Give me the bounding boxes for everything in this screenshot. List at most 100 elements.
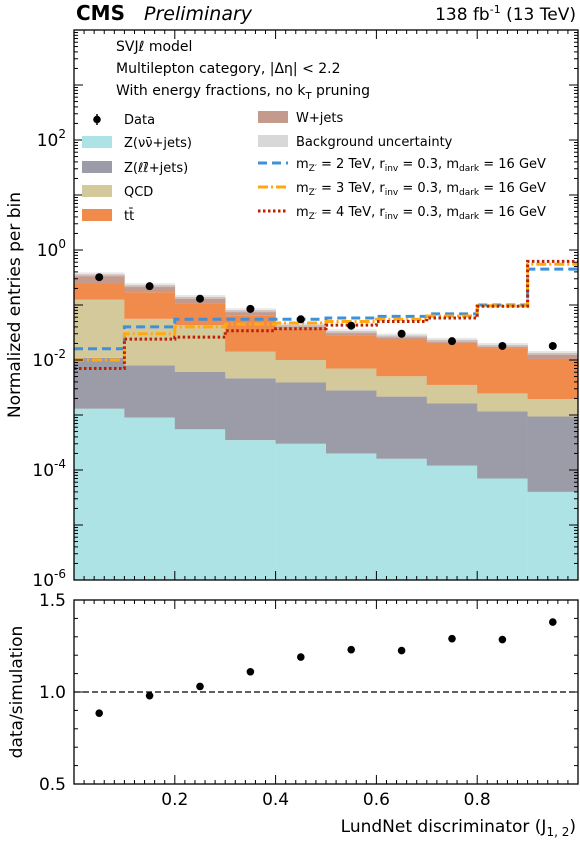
bar-wjets-bin-10 xyxy=(527,352,578,359)
ratio-panel: 0.5 1.0 1.5 0.2 0.4 0.6 0.8 data/simulation L… xyxy=(7,591,579,839)
bar-ttbar-bin-1 xyxy=(74,283,125,300)
ratio-point-1 xyxy=(95,709,103,717)
svg-text:QCD: QCD xyxy=(124,185,153,200)
bar-znunu-bin-2 xyxy=(124,417,176,580)
bar-zll-bin-7 xyxy=(376,396,428,459)
top-y-ticks: 10-6 10-4 10-2 100 102 xyxy=(32,32,578,591)
ratio-point-7 xyxy=(397,646,406,655)
top-y-tick-label-4: 100 xyxy=(37,237,66,261)
ratio-points xyxy=(95,618,557,717)
bar-znunu-bin-4 xyxy=(225,440,276,580)
data-point-5 xyxy=(296,315,305,324)
bar-znunu-bin-10 xyxy=(527,491,578,580)
ratio-y-tick-label-3: 1.5 xyxy=(39,591,66,611)
top-y-tick-label-3: 10-2 xyxy=(32,347,66,371)
top-y-axis-label: Normalized entries per bin xyxy=(5,192,25,418)
ratio-point-8 xyxy=(448,634,456,643)
svg-text:Z(νν̄+jets): Z(νν̄+jets) xyxy=(124,136,192,151)
bar-qcd-bin-5 xyxy=(275,360,327,383)
bar-znunu-bin-7 xyxy=(376,458,428,580)
bar-zll-bin-2 xyxy=(124,365,176,418)
bar-ttbar-bin-8 xyxy=(426,342,478,385)
data-point-6 xyxy=(347,321,356,330)
annotation-category: Multilepton category, |Δη| < 2.2 xyxy=(116,61,341,77)
uncertainty-bin-10 xyxy=(527,350,578,355)
bar-ttbar-bin-5 xyxy=(275,328,327,360)
svg-text:Data: Data xyxy=(124,113,155,128)
data-point-10 xyxy=(548,341,557,350)
x-tick-label-3: 0.6 xyxy=(363,790,390,810)
legend-data: Data xyxy=(93,113,155,128)
cms-label: CMS xyxy=(76,1,125,25)
data-point-3 xyxy=(196,294,204,303)
legend: Data Z(νν̄+jets) Z(ℓℓ̄+jets) QCD tt̄ W xyxy=(82,111,546,224)
data-point-8 xyxy=(448,337,456,346)
top-x-ticks xyxy=(83,30,569,580)
bar-ttbar-bin-4 xyxy=(225,315,276,352)
bar-qcd-bin-9 xyxy=(477,393,528,412)
bar-znunu-bin-3 xyxy=(174,429,226,580)
ratio-y-ticks: 0.5 1.0 1.5 xyxy=(39,591,578,795)
bar-wjets-bin-6 xyxy=(326,331,377,336)
bar-ttbar-bin-2 xyxy=(124,292,176,319)
bar-zll-bin-5 xyxy=(275,382,327,444)
svg-text:mZ′ = 2 TeV, rinv = 0.3, mdark: mZ′ = 2 TeV, rinv = 0.3, mdark = 16 GeV xyxy=(296,157,546,174)
x-tick-label-2: 0.4 xyxy=(262,790,289,810)
legend-zll: Z(ℓℓ̄+jets) xyxy=(82,161,188,176)
bar-znunu-bin-6 xyxy=(326,453,377,580)
data-point-4 xyxy=(246,304,255,313)
legend-sig2: mZ′ = 2 TeV, rinv = 0.3, mdark = 16 GeV xyxy=(258,157,546,174)
legend-wjets: W+jets xyxy=(258,111,343,126)
data-points xyxy=(95,273,557,350)
signal-line-sig4 xyxy=(74,259,578,371)
bar-qcd-bin-4 xyxy=(225,351,276,379)
data-point-7 xyxy=(397,329,406,338)
bar-znunu-bin-8 xyxy=(426,465,478,580)
data-point-9 xyxy=(498,341,507,350)
top-y-tick-label-2: 10-4 xyxy=(32,457,66,481)
background-stack xyxy=(74,272,578,580)
x-tick-label-1: 0.2 xyxy=(161,790,188,810)
ratio-y-axis-label: data/simulation xyxy=(7,626,27,759)
top-y-tick-label-5: 102 xyxy=(37,127,66,151)
legend-sig3: mZ′ = 3 TeV, rinv = 0.3, mdark = 16 GeV xyxy=(258,181,546,198)
legend-znunu: Z(νν̄+jets) xyxy=(82,136,192,151)
bar-ttbar-bin-9 xyxy=(477,348,528,394)
ratio-point-5 xyxy=(297,653,305,661)
bar-qcd-bin-8 xyxy=(426,384,478,404)
svg-text:Background uncertainty: Background uncertainty xyxy=(296,135,453,150)
ratio-point-9 xyxy=(498,635,507,644)
annotation-model: SVJℓ model xyxy=(116,39,192,55)
x-axis-label: LundNet discriminator (J1, 2) xyxy=(341,817,576,839)
data-point-1 xyxy=(95,273,104,282)
svg-text:mZ′ = 3 TeV, rinv = 0.3, mdark: mZ′ = 3 TeV, rinv = 0.3, mdark = 16 GeV xyxy=(296,181,546,198)
ratio-point-2 xyxy=(145,691,154,700)
preliminary-label: Preliminary xyxy=(144,3,253,25)
annotation-energy-fractions: With energy fractions, no kT pruning xyxy=(116,83,370,102)
legend-unc: Background uncertainty xyxy=(258,135,453,150)
bar-znunu-bin-9 xyxy=(477,478,528,580)
data-point-2 xyxy=(145,282,154,291)
svg-text:mZ′ = 4 TeV, rinv = 0.3, mdark: mZ′ = 4 TeV, rinv = 0.3, mdark = 16 GeV xyxy=(296,205,546,222)
bar-zll-bin-9 xyxy=(477,411,528,479)
legend-qcd: QCD xyxy=(82,185,153,200)
bar-zll-bin-10 xyxy=(527,416,578,492)
uncertainty-bin-6 xyxy=(326,329,377,334)
bar-qcd-bin-6 xyxy=(326,368,377,391)
ratio-point-4 xyxy=(246,667,255,676)
bar-ttbar-bin-6 xyxy=(326,335,377,369)
bar-zll-bin-3 xyxy=(174,372,226,430)
uncertainty-bin-5 xyxy=(275,322,326,327)
signal-lines xyxy=(74,259,578,371)
bar-qcd-bin-7 xyxy=(376,376,428,397)
svg-text:W+jets: W+jets xyxy=(296,111,343,126)
ratio-y-tick-label-1: 0.5 xyxy=(39,775,66,795)
bar-zll-bin-8 xyxy=(426,403,478,466)
legend-ttbar: tt̄ xyxy=(82,209,134,224)
top-y-tick-label-1: 10-6 xyxy=(32,567,66,591)
ratio-y-tick-label-2: 1.0 xyxy=(39,683,66,703)
lumi-label: 138 fb-1 (13 TeV) xyxy=(435,3,576,25)
ratio-x-ticks: 0.2 0.4 0.6 0.8 xyxy=(83,600,569,810)
svg-text:Z(ℓℓ̄+jets): Z(ℓℓ̄+jets) xyxy=(124,161,188,176)
legend-sig4: mZ′ = 4 TeV, rinv = 0.3, mdark = 16 GeV xyxy=(258,205,546,222)
